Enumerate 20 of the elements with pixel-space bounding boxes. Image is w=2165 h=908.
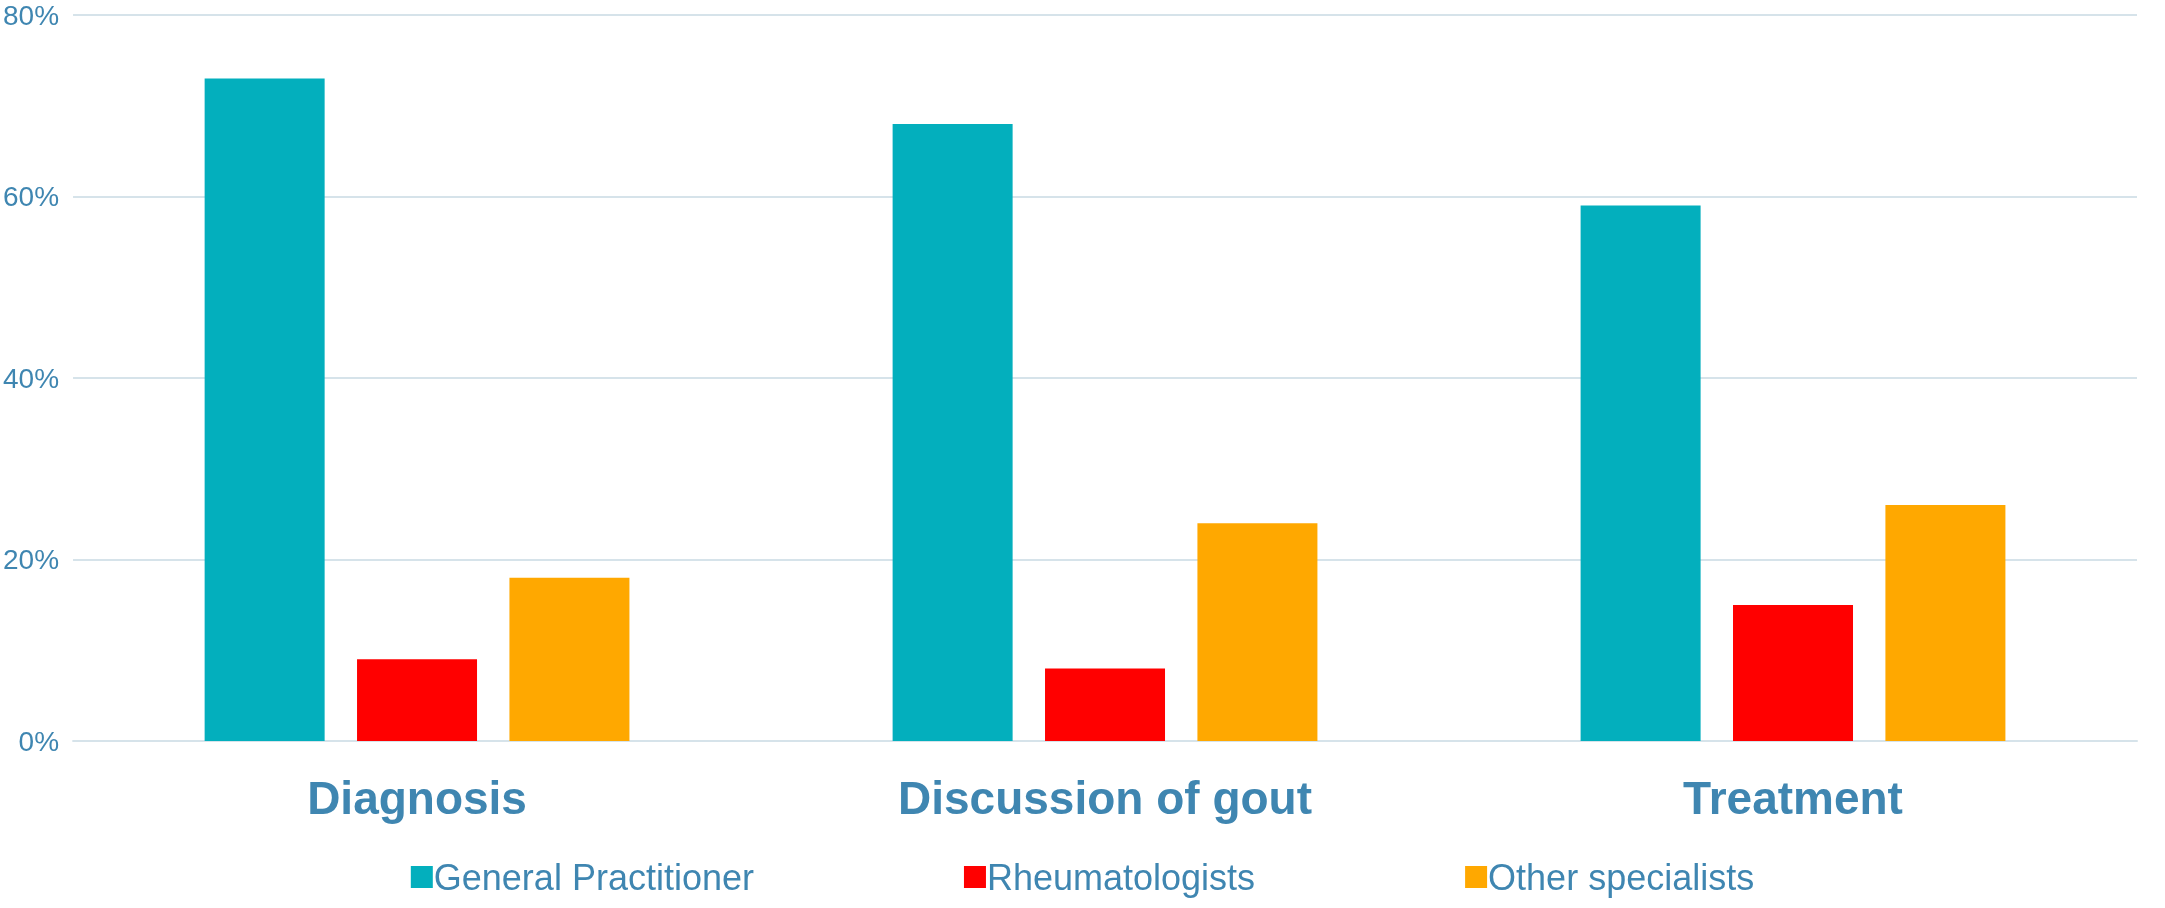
bar <box>204 78 325 741</box>
y-tick-label: 40% <box>2 362 60 394</box>
x-tick-label: Treatment <box>1683 772 1903 824</box>
y-tick-label: 60% <box>2 181 60 212</box>
x-tick-label: Discussion of gout <box>898 772 1313 824</box>
legend-label: General Practitioner <box>433 856 754 898</box>
bar <box>509 577 630 741</box>
bar <box>1045 668 1166 741</box>
bar <box>1197 523 1318 741</box>
y-tick-label: 0% <box>18 725 60 757</box>
legend-label: Rheumatologists <box>986 856 1256 898</box>
y-tick-label: 20% <box>2 544 60 575</box>
y-tick-label: 80% <box>2 0 60 31</box>
bar <box>892 123 1013 741</box>
legend-label: Other specialists <box>1488 856 1755 898</box>
bar <box>1733 604 1854 741</box>
bar <box>357 659 478 741</box>
bar <box>1885 505 2006 741</box>
bar <box>1580 205 1701 741</box>
x-tick-label: Diagnosis <box>307 772 527 824</box>
